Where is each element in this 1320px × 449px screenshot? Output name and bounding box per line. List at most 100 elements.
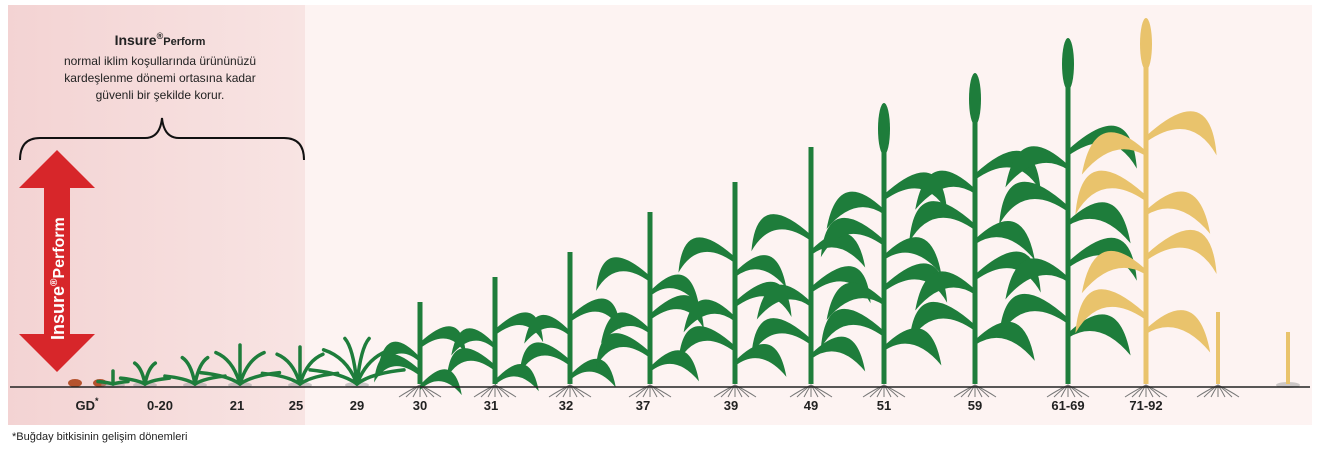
root <box>869 384 885 398</box>
brand: Insure <box>115 32 157 48</box>
root <box>1210 384 1219 398</box>
leaf <box>1075 170 1146 215</box>
root <box>405 384 421 398</box>
plant <box>1075 18 1217 398</box>
leaf <box>820 308 884 349</box>
stage-label: 71-92 <box>1129 398 1162 413</box>
root <box>960 384 976 398</box>
leaf <box>446 348 495 379</box>
plant <box>118 361 172 388</box>
stage-label: 29 <box>350 398 364 413</box>
root <box>1145 384 1168 398</box>
plant <box>678 182 792 398</box>
leaf <box>1068 314 1131 356</box>
leaf <box>999 293 1068 337</box>
leaf <box>826 191 884 229</box>
leaf <box>238 350 266 386</box>
leaf <box>524 314 570 344</box>
leaf <box>451 328 495 356</box>
leaf <box>915 271 975 311</box>
leaf <box>826 282 884 320</box>
stage-label: 59 <box>968 398 982 413</box>
stage-code: GD <box>75 398 95 413</box>
leaf <box>975 321 1035 361</box>
root <box>480 384 496 398</box>
leaf <box>111 379 130 386</box>
stage-code: 0-20 <box>147 398 173 413</box>
ear <box>1140 18 1152 70</box>
root <box>727 384 736 398</box>
leaf <box>238 370 282 386</box>
leaf <box>570 298 621 330</box>
leaf <box>308 368 359 386</box>
stage-label: 31 <box>484 398 498 413</box>
stage-label: 32 <box>559 398 573 413</box>
leaf <box>909 301 975 343</box>
double-arrow <box>19 150 95 372</box>
root <box>803 384 812 398</box>
plant <box>446 277 544 398</box>
leaf <box>298 352 325 386</box>
root <box>635 384 651 398</box>
leaf <box>601 312 650 344</box>
leaf <box>678 326 735 362</box>
leaf <box>1146 310 1211 353</box>
leaf <box>1005 258 1068 300</box>
root <box>487 384 496 398</box>
leaf <box>915 170 975 210</box>
leaf <box>1081 250 1146 294</box>
leaf <box>495 312 544 343</box>
leaf <box>756 284 811 320</box>
leaf <box>596 257 650 291</box>
root <box>1060 384 1069 398</box>
leaf <box>1068 237 1137 281</box>
root <box>1053 384 1069 398</box>
leaf <box>735 343 787 377</box>
brace <box>19 117 305 161</box>
stage-label: GD* <box>75 396 99 413</box>
leaf <box>683 299 735 333</box>
leaf <box>884 263 948 303</box>
leaf <box>1081 132 1146 175</box>
stage-code: 37 <box>636 398 650 413</box>
leaf <box>193 355 210 386</box>
leaf <box>650 295 704 329</box>
stage-labels: GD* 0-20 21 25 29 30 31 32 37 39 49 51 59 61-69 71-92 <box>75 396 1162 413</box>
plant <box>1196 312 1240 398</box>
root <box>810 384 833 398</box>
leaf <box>420 369 462 396</box>
leaf <box>999 181 1068 225</box>
leaf <box>1068 202 1131 244</box>
stage-code: 71-92 <box>1129 398 1162 413</box>
stage-label: 0-20 <box>147 398 173 413</box>
root <box>796 384 812 398</box>
leaf <box>650 274 699 306</box>
root <box>562 384 571 398</box>
root <box>876 384 885 398</box>
plant <box>374 302 466 398</box>
leaf <box>143 361 158 386</box>
root <box>569 384 592 398</box>
leaf <box>378 341 420 368</box>
ear <box>969 73 981 125</box>
leaf <box>884 328 942 366</box>
root <box>967 384 976 398</box>
ear <box>878 103 890 155</box>
root <box>642 384 651 398</box>
plants <box>68 18 1300 398</box>
plant <box>519 252 621 398</box>
stage-code: 32 <box>559 398 573 413</box>
stage-code: 31 <box>484 398 498 413</box>
stage-code: 61-69 <box>1051 398 1084 413</box>
leaf <box>143 376 172 386</box>
leaf <box>678 237 735 273</box>
root <box>734 384 757 398</box>
leaf <box>1146 229 1217 274</box>
description: kardeşlenme dönemi ortasına kadar <box>64 71 255 85</box>
root <box>1131 384 1147 398</box>
leaf <box>909 201 975 243</box>
header-title: Insure®Perform <box>115 31 206 48</box>
arrow-label: Insure®Perform <box>48 217 68 340</box>
leaf <box>570 358 616 388</box>
stage-code: 39 <box>724 398 738 413</box>
